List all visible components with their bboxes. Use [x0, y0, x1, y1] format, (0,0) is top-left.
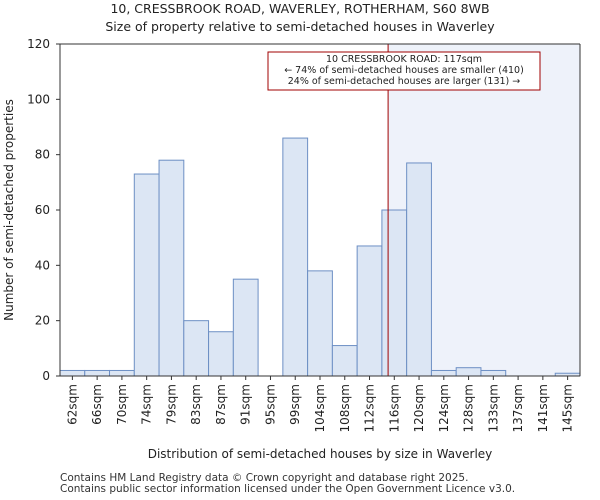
histogram-chart: 0 20 40 60 80 100 120 62sqm 66sqm 70sqm 74sqm 79sqm… — [2, 37, 581, 461]
x-tick-label: 133sqm — [486, 384, 500, 432]
bar-112sqm — [356, 245, 383, 377]
x-tick-label: 62sqm — [65, 384, 79, 425]
x-tick-label: 116sqm — [387, 384, 401, 432]
axes-group: 0 20 40 60 80 100 120 62sqm 66sqm 70sqm 74sqm 79sqm… — [27, 37, 581, 432]
x-tick-label: 74sqm — [140, 384, 154, 425]
bar-108sqm — [331, 345, 358, 377]
y-tick-label: 60 — [35, 203, 50, 217]
x-tick-label: 120sqm — [412, 384, 426, 432]
x-tick-label: 124sqm — [437, 384, 451, 432]
bar-91sqm — [232, 278, 259, 377]
y-tick-label: 120 — [27, 37, 50, 51]
bar-128sqm — [455, 367, 482, 377]
x-tick-label: 128sqm — [462, 384, 476, 432]
annotation-line-3: 24% of semi-detached houses are larger (… — [288, 76, 521, 87]
bar-79sqm — [158, 159, 185, 377]
x-tick-label: 66sqm — [90, 384, 104, 425]
x-tick-label: 99sqm — [288, 384, 302, 425]
x-tick-label: 91sqm — [239, 384, 253, 425]
y-tick-label: 100 — [27, 92, 50, 106]
marker-annotation: 10 CRESSBROOK ROAD: 117sqm ← 74% of semi… — [267, 51, 541, 91]
chart-title: 10, CRESSBROOK ROAD, WAVERLEY, ROTHERHAM… — [110, 1, 490, 16]
x-tick-label: 70sqm — [115, 384, 129, 425]
annotation-box — [267, 51, 541, 91]
x-tick-label: 79sqm — [164, 384, 178, 425]
x-tick-label: 141sqm — [536, 384, 550, 432]
bar-83sqm — [183, 320, 210, 377]
bar-74sqm — [133, 173, 160, 377]
x-axis-label: Distribution of semi-detached houses by … — [148, 447, 493, 461]
x-tick-label: 95sqm — [263, 384, 277, 425]
y-tick-label: 20 — [35, 314, 50, 328]
y-tick-label: 40 — [35, 258, 50, 272]
annotation-line-1: 10 CRESSBROOK ROAD: 117sqm — [326, 54, 482, 65]
x-tick-label: 104sqm — [313, 384, 327, 432]
y-tick-label: 80 — [35, 148, 50, 162]
annotation-line-2: ← 74% of semi-detached houses are smalle… — [284, 65, 524, 76]
bar-116sqm — [381, 209, 408, 377]
bar-99sqm — [282, 137, 309, 377]
footer-licence: Contains public sector information licen… — [60, 483, 516, 495]
x-tick-label: 83sqm — [189, 384, 203, 425]
footer-copyright: Contains HM Land Registry data © Crown c… — [60, 472, 469, 484]
bar-66sqm — [84, 369, 111, 377]
bars-group — [59, 137, 581, 377]
bar-124sqm — [430, 369, 457, 377]
bar-87sqm — [208, 331, 234, 377]
bar-62sqm — [59, 369, 86, 377]
chart-subtitle: Size of property relative to semi-detach… — [105, 19, 495, 34]
bar-120sqm — [406, 162, 432, 377]
bar-133sqm — [480, 369, 507, 377]
x-tick-label: 112sqm — [363, 384, 377, 432]
y-tick-label: 0 — [42, 369, 50, 383]
x-tick-label: 145sqm — [561, 384, 575, 432]
bar-104sqm — [307, 270, 333, 377]
bar-70sqm — [109, 369, 135, 377]
x-tick-label: 108sqm — [338, 384, 352, 432]
x-tick-label: 87sqm — [214, 384, 228, 425]
x-tick-label: 137sqm — [511, 384, 525, 432]
y-axis-label: Number of semi-detached properties — [2, 99, 16, 321]
